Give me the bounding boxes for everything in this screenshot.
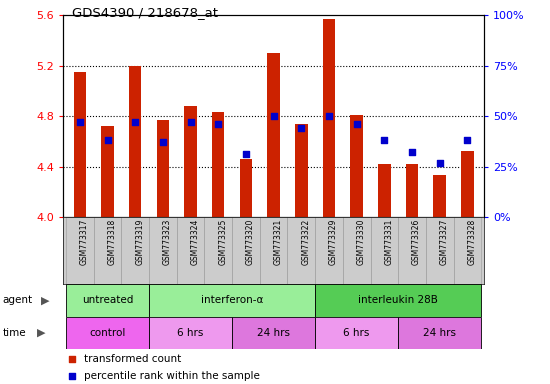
Bar (426, 217, 454, 284)
Text: agent: agent (3, 295, 33, 306)
Bar (378, 164, 390, 217)
Point (131, 119, 140, 125)
Bar (371, 217, 398, 284)
Bar (74, 72, 86, 217)
Bar (66, 217, 94, 284)
Point (380, 137, 389, 144)
Bar (398, 317, 481, 349)
Text: GSM773317: GSM773317 (80, 219, 89, 265)
Bar (260, 217, 288, 284)
Bar (157, 120, 169, 217)
Point (103, 137, 112, 144)
Bar (129, 66, 141, 217)
Bar (288, 217, 315, 284)
Text: GSM773322: GSM773322 (301, 219, 310, 265)
Bar (149, 317, 232, 349)
Bar (315, 317, 398, 349)
Bar (149, 284, 315, 317)
Text: GSM773319: GSM773319 (135, 219, 144, 265)
Text: GSM773324: GSM773324 (191, 219, 200, 265)
Point (297, 125, 306, 131)
Point (214, 121, 223, 127)
Text: GDS4390 / 218678_at: GDS4390 / 218678_at (72, 6, 217, 19)
Point (270, 113, 278, 119)
Text: interferon-α: interferon-α (201, 295, 263, 306)
Point (408, 149, 416, 156)
Text: GSM773330: GSM773330 (356, 219, 366, 265)
Point (67, 373, 76, 379)
Bar (212, 113, 224, 217)
Point (324, 113, 333, 119)
Text: GSM773321: GSM773321 (274, 219, 283, 265)
Bar (433, 175, 446, 217)
Bar (343, 217, 371, 284)
Text: GSM773325: GSM773325 (218, 219, 227, 265)
Point (241, 151, 250, 157)
Point (435, 159, 444, 166)
Bar (232, 217, 260, 284)
Bar (454, 217, 481, 284)
Text: control: control (89, 328, 126, 338)
Text: percentile rank within the sample: percentile rank within the sample (84, 371, 260, 381)
Text: ▶: ▶ (37, 328, 46, 338)
Bar (406, 164, 418, 217)
Bar (66, 317, 149, 349)
Text: interleukin 28B: interleukin 28B (358, 295, 438, 306)
Text: transformed count: transformed count (84, 354, 182, 364)
Text: GSM773318: GSM773318 (108, 219, 117, 265)
Bar (177, 217, 205, 284)
Text: GSM773323: GSM773323 (163, 219, 172, 265)
Point (186, 119, 195, 125)
Bar (315, 217, 343, 284)
Point (75, 119, 84, 125)
Bar (232, 317, 315, 349)
Text: GSM773329: GSM773329 (329, 219, 338, 265)
Bar (240, 159, 252, 217)
Bar (323, 19, 335, 217)
Point (67, 356, 76, 362)
Bar (205, 217, 232, 284)
Text: untreated: untreated (82, 295, 133, 306)
Point (463, 137, 472, 144)
Text: GSM773327: GSM773327 (439, 219, 449, 265)
Text: GSM773320: GSM773320 (246, 219, 255, 265)
Bar (461, 151, 474, 217)
Bar (101, 126, 114, 217)
Bar (398, 217, 426, 284)
Bar (122, 217, 149, 284)
Text: 6 hrs: 6 hrs (344, 328, 370, 338)
Point (158, 139, 167, 146)
Bar (149, 217, 177, 284)
Text: 24 hrs: 24 hrs (257, 328, 290, 338)
Bar (295, 124, 307, 217)
Bar (66, 284, 149, 317)
Bar (267, 53, 280, 217)
Text: 24 hrs: 24 hrs (423, 328, 456, 338)
Bar (184, 106, 197, 217)
Text: GSM773328: GSM773328 (468, 219, 476, 265)
Text: 6 hrs: 6 hrs (178, 328, 204, 338)
Text: ▶: ▶ (41, 295, 50, 306)
Point (352, 121, 361, 127)
Bar (315, 284, 481, 317)
Text: GSM773331: GSM773331 (384, 219, 393, 265)
Bar (94, 217, 122, 284)
Text: GSM773326: GSM773326 (412, 219, 421, 265)
Text: time: time (3, 328, 26, 338)
Bar (350, 115, 363, 217)
